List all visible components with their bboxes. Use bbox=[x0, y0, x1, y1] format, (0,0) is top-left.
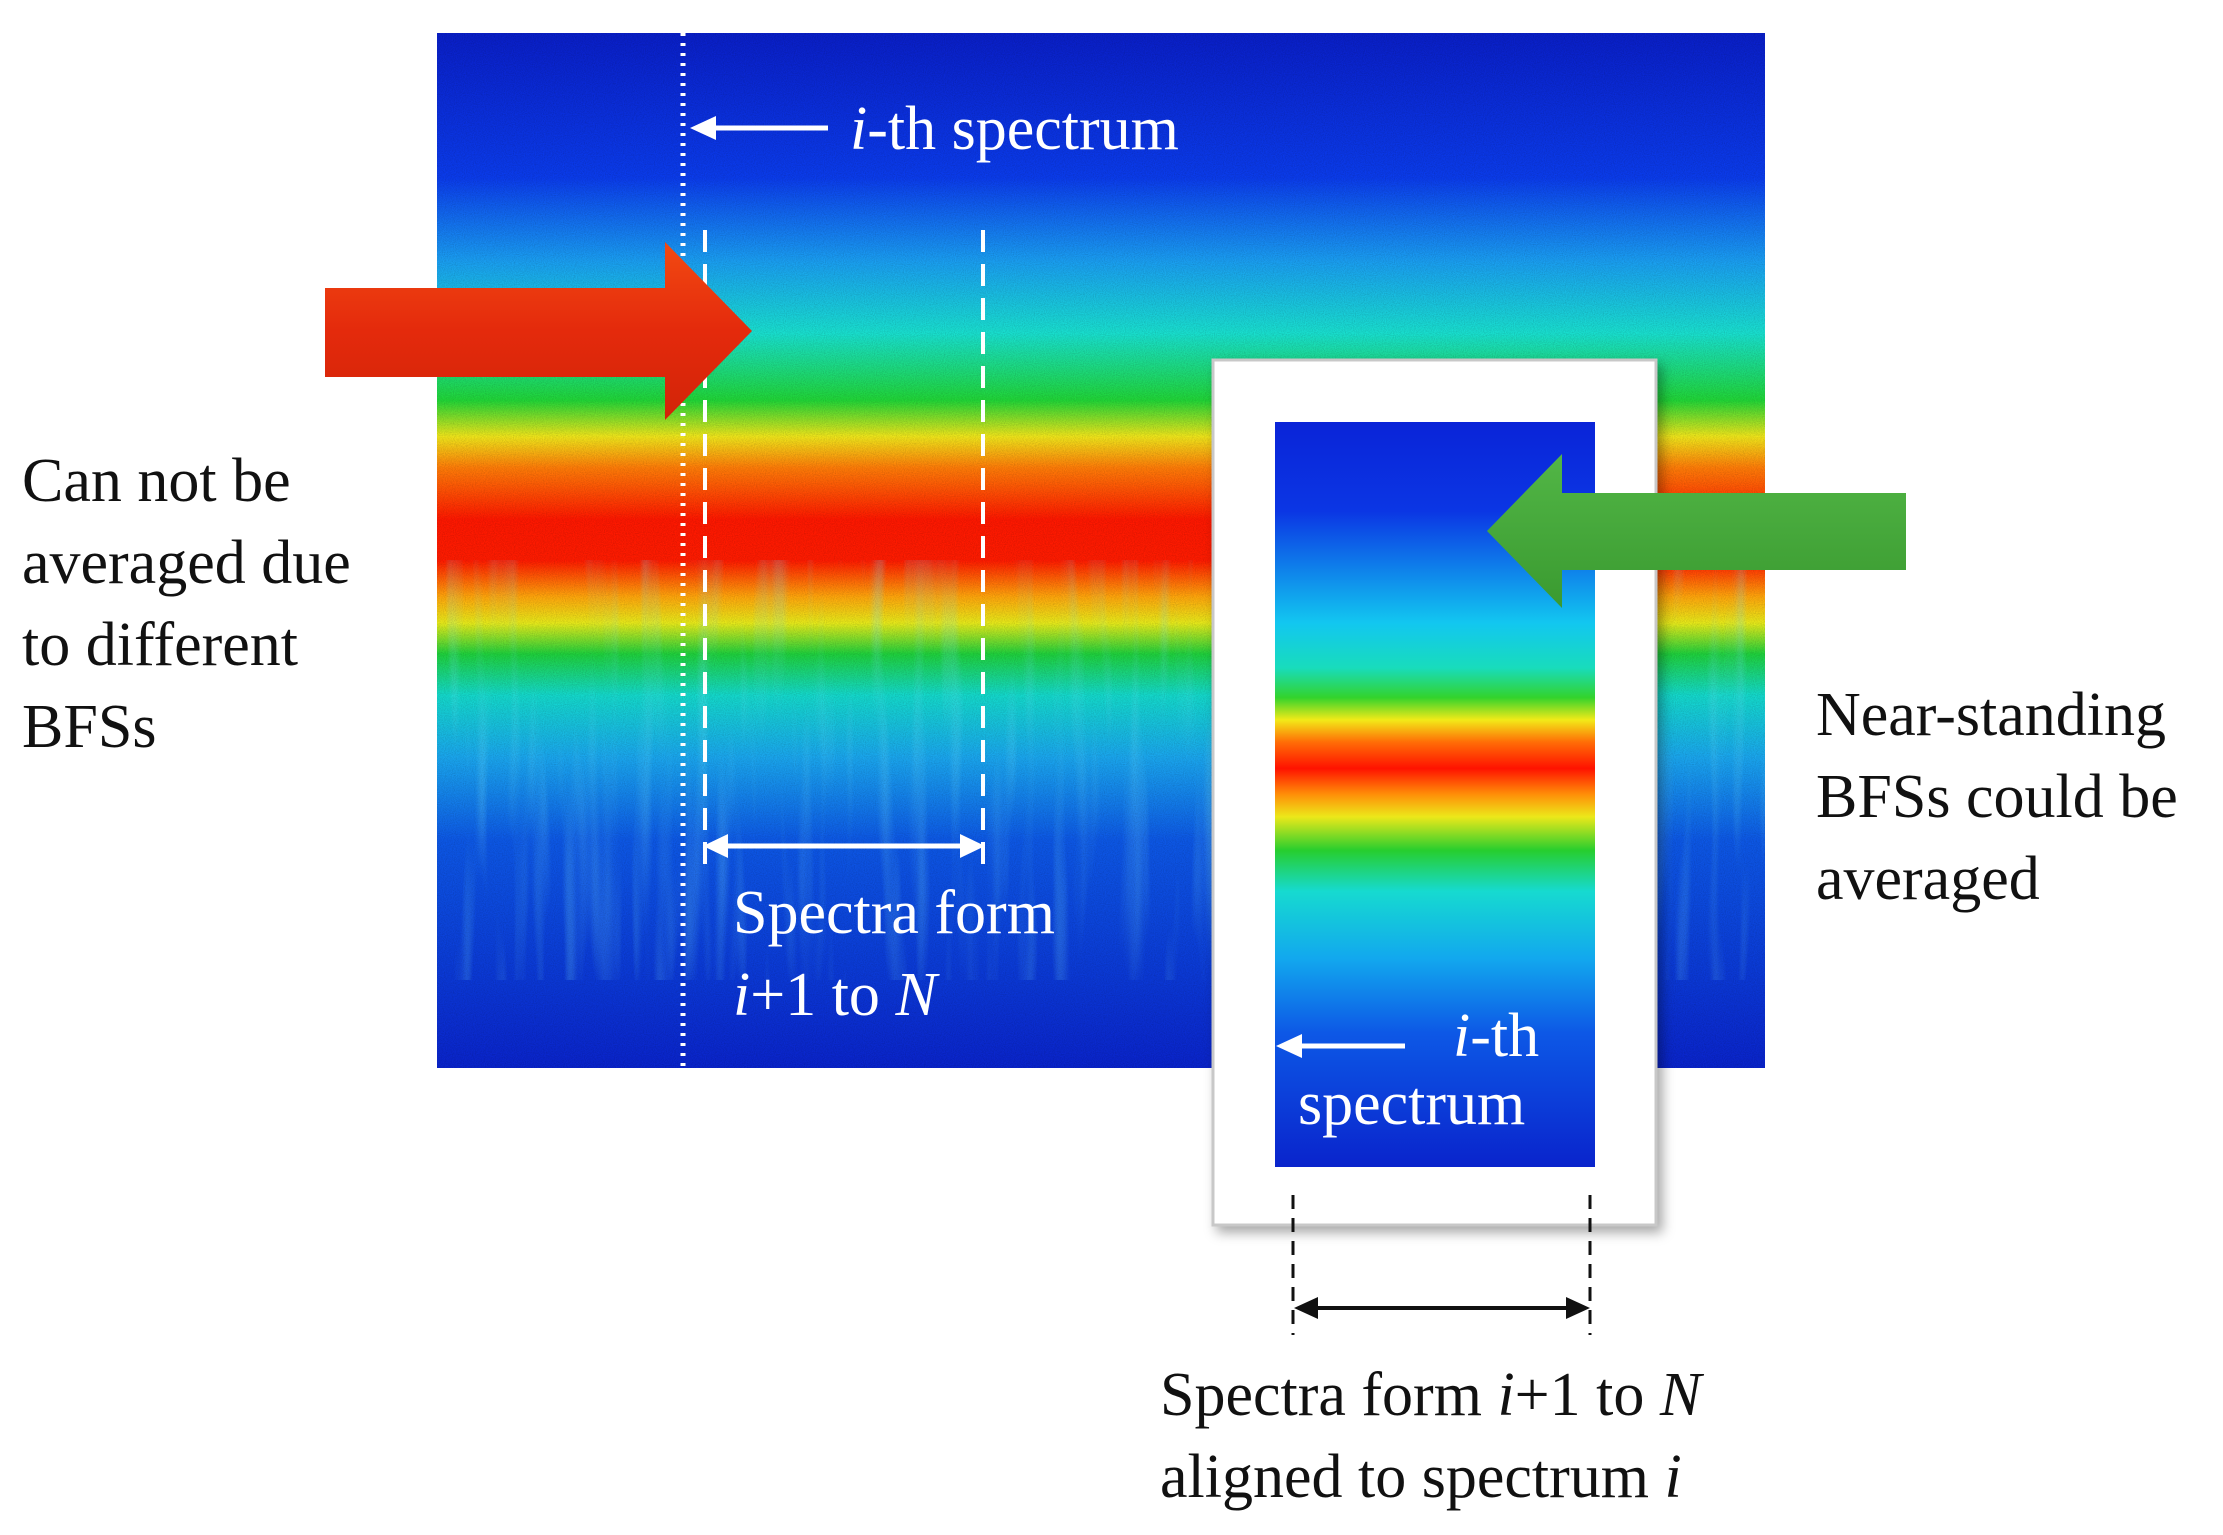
ith-spectrum-label: i-th spectrum bbox=[850, 95, 1179, 163]
inset-ith-pointer-arrow bbox=[1276, 1034, 1405, 1058]
left-note: Can not be averaged due to different BFS… bbox=[22, 447, 351, 761]
right-note: Near-standing BFSs could be averaged bbox=[1816, 681, 2178, 913]
aligned-spectra-inset bbox=[1211, 358, 1658, 1227]
green-block-arrow-left-icon bbox=[1487, 454, 1906, 608]
bottom-caption: Spectra form i+1 to N aligned to spectru… bbox=[1160, 1361, 1702, 1511]
ith-spectrum-pointer-arrow bbox=[690, 116, 828, 140]
red-block-arrow-right-icon bbox=[325, 242, 752, 420]
aligned-window-double-arrow bbox=[1294, 1297, 1590, 1319]
window-span-double-arrow bbox=[703, 834, 985, 858]
inset-ith-spectrum-label: i-th spectrum bbox=[1298, 1002, 1540, 1138]
window-label: Spectra form i+1 to N bbox=[733, 879, 1055, 1029]
